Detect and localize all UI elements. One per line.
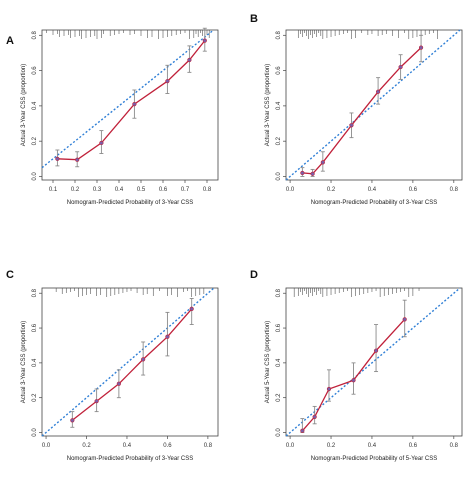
x-tick-label: 0.4 [123,443,132,449]
calibration-line [302,47,422,175]
x-tick-label: 0.4 [368,187,377,193]
x-tick-label: 0.6 [409,187,418,193]
panel-label: D [250,269,258,281]
y-axis-title: Actual 3-Year CSS (proportion) [265,64,271,147]
panel-label: A [6,35,14,47]
data-point [349,123,354,128]
x-tick-label: 0.0 [286,443,295,449]
ideal-reference-line [41,29,215,169]
data-point [165,334,170,339]
data-point [320,160,325,165]
data-point [326,386,332,392]
data-point [189,306,194,311]
data-point [165,79,170,84]
plot-frame [285,287,463,437]
y-tick-label: 0.2 [32,136,38,145]
x-tick-label: 0.2 [71,187,80,193]
data-point [418,45,424,50]
data-point [187,57,192,63]
x-tick-label: 0.2 [82,443,91,449]
calibration-panel-b: B 0.0 0.2 0.4 0.6 0.8 0.0 0.2 0.4 0.6 0.8 Nomogram-… [250,13,463,206]
calibration-line [57,40,206,161]
y-tick-label: 0.6 [32,323,38,332]
x-tick-label: 0.6 [163,443,172,449]
calibration-panel-d: D 0.0 0.2 0.4 0.6 0.8 0.0 0.2 0.4 0.6 0.8 Nomogram-… [250,269,463,462]
data-point [300,428,305,433]
x-tick-label: 0.8 [204,443,213,449]
calibration-line [71,308,193,421]
data-point [75,157,80,162]
y-tick-label: 0.4 [32,358,38,367]
y-tick-label: 0.2 [276,393,282,402]
y-tick-label: 0.8 [32,288,38,297]
y-axis-title: Actual 3-Year CSS (proportion) [21,64,27,147]
x-tick-label: 0.8 [450,187,459,193]
x-tick-label: 0.2 [327,187,336,193]
x-tick-label: 0.8 [203,187,212,193]
y-tick-label: 0.0 [32,428,38,437]
x-tick-label: 0.6 [409,443,418,449]
y-tick-label: 0.4 [276,101,282,110]
data-point [300,170,305,176]
data-point [55,156,60,161]
data-point [99,140,104,146]
y-tick-label: 0.8 [276,30,282,39]
ideal-reference-line [285,287,461,437]
y-tick-label: 0.6 [276,323,282,332]
x-axis-title: Nomogram-Predicted Probability of 3-Year… [311,200,438,206]
x-tick-label: 0.6 [159,187,168,193]
data-point [375,89,381,94]
y-axis-title: Actual 5-Year CSS (proportion) [265,321,271,404]
x-axis-title: Nomogram-Predicted Probability of 3-Year… [67,200,194,206]
y-tick-label: 0.8 [276,288,282,297]
x-tick-label: 0.7 [181,187,190,193]
data-point [132,102,137,107]
y-tick-label: 0.0 [32,172,38,181]
data-point [202,38,207,43]
y-tick-label: 0.0 [276,428,282,437]
x-tick-label: 0.0 [42,443,51,449]
data-point [94,399,99,404]
y-tick-label: 0.4 [32,101,38,110]
x-axis-title: Nomogram-Predicted Probability of 3-Year… [67,456,194,462]
plot-frame [285,29,463,181]
panel-label: B [250,13,258,25]
data-point [70,418,75,423]
x-tick-label: 0.2 [327,443,336,449]
x-tick-label: 0.1 [49,187,58,193]
x-axis-title: Nomogram-Predicted Probability of 5-Year… [311,456,438,462]
x-tick-label: 0.3 [93,187,102,193]
data-point [402,317,407,322]
y-tick-label: 0.6 [32,66,38,75]
y-tick-label: 0.6 [276,66,282,75]
y-tick-label: 0.4 [276,358,282,367]
x-tick-label: 0.0 [286,187,295,193]
x-tick-label: 0.5 [137,187,146,193]
data-point [351,378,356,383]
calibration-panel-a: A 0.1 0.2 0.3 0.4 0.5 0.6 0.7 0.8 0.0 0.2 0.4 0.6 0.8… [6,27,219,206]
y-tick-label: 0.8 [32,30,38,39]
ideal-reference-line [285,29,461,181]
panel-label: C [6,269,14,281]
x-tick-label: 0.4 [115,187,124,193]
data-point [116,381,121,386]
y-tick-label: 0.2 [276,136,282,145]
plot-frame [41,29,219,181]
y-tick-label: 0.2 [32,393,38,402]
data-point [310,171,315,176]
y-axis-title: Actual 3-Year CSS (proportion) [21,321,27,404]
calibration-line [301,318,406,432]
x-tick-label: 0.4 [368,443,377,449]
data-point [312,414,317,419]
y-tick-label: 0.0 [276,172,282,181]
data-point [141,357,146,362]
data-point [373,348,379,353]
calibration-panel-c: C 0.0 0.2 0.4 0.6 0.8 0.0 0.2 0.4 0.6 0.8 Nomogram-… [6,269,219,462]
data-point [398,64,403,70]
x-tick-label: 0.8 [450,443,459,449]
ideal-reference-line [41,287,215,437]
plot-frame [41,287,219,437]
